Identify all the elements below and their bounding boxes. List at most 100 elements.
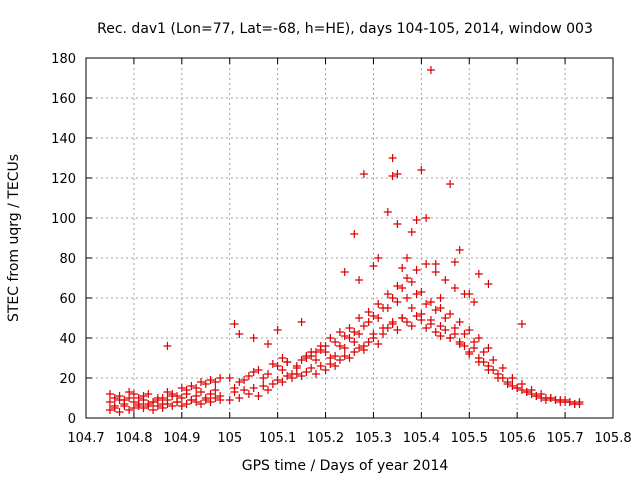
data-point-marker <box>335 342 344 350</box>
data-point-marker <box>436 322 445 330</box>
x-tick-label: 105.8 <box>594 431 631 446</box>
data-point-marker <box>120 396 129 404</box>
data-point-marker <box>283 358 292 366</box>
data-point-marker <box>153 396 162 404</box>
x-tick-labels: 104.7 104.8 104.9 105 105.1 105.2 105.3 105.4 10… <box>67 431 631 446</box>
data-point-marker <box>426 66 435 74</box>
data-point-marker <box>163 388 172 396</box>
data-point-marker <box>431 260 440 268</box>
axis-ticks <box>85 57 614 419</box>
plot-frame <box>85 57 614 419</box>
data-point-marker <box>426 316 435 324</box>
data-point-marker <box>331 352 340 360</box>
data-point-marker <box>470 338 479 346</box>
data-point-marker <box>264 340 273 348</box>
data-point-marker <box>302 352 311 360</box>
data-point-marker <box>206 376 215 384</box>
data-point-marker <box>556 396 565 404</box>
data-point-marker <box>498 364 507 372</box>
data-point-marker <box>350 348 359 356</box>
y-tick-label: 100 <box>51 212 76 227</box>
data-point-marker <box>345 354 354 362</box>
data-point-marker <box>441 314 450 322</box>
data-point-marker <box>335 328 344 336</box>
data-point-marker <box>398 264 407 272</box>
data-point-marker <box>125 406 134 414</box>
data-point-marker <box>364 338 373 346</box>
y-tick-label: 140 <box>51 132 76 147</box>
data-point-marker <box>355 330 364 338</box>
data-point-marker <box>278 354 287 362</box>
data-point-marker <box>345 334 354 342</box>
data-point-marker <box>522 388 531 396</box>
data-point-marker <box>402 274 411 282</box>
data-point-marker <box>465 290 474 298</box>
data-point-marker <box>422 300 431 308</box>
x-tick-label: 104.8 <box>115 431 152 446</box>
data-point-marker <box>240 386 249 394</box>
data-point-marker <box>192 384 201 392</box>
data-point-marker <box>393 282 402 290</box>
data-point-marker <box>388 318 397 326</box>
data-point-marker <box>292 362 301 370</box>
data-point-marker <box>196 388 205 396</box>
data-point-marker <box>283 372 292 380</box>
data-point-marker <box>374 340 383 348</box>
data-point-marker <box>388 172 397 180</box>
y-tick-label: 80 <box>59 252 76 267</box>
data-point-marker <box>431 306 440 314</box>
data-point-marker <box>177 402 186 410</box>
data-point-marker <box>235 378 244 386</box>
data-point-marker <box>187 382 196 390</box>
data-point-marker <box>240 376 249 384</box>
x-axis-label: GPS time / Days of year 2014 <box>242 458 449 474</box>
data-point-marker <box>422 214 431 222</box>
y-tick-label: 180 <box>51 52 76 67</box>
data-point-marker <box>422 260 431 268</box>
data-point-marker <box>149 406 158 414</box>
data-point-marker <box>144 390 153 398</box>
data-point-marker <box>503 380 512 388</box>
grid-lines <box>86 58 613 418</box>
data-point-marker <box>321 366 330 374</box>
data-point-marker <box>364 318 373 326</box>
data-point-marker <box>196 400 205 408</box>
data-point-marker <box>307 364 316 372</box>
data-point-marker <box>187 396 196 404</box>
y-tick-label: 0 <box>68 412 76 427</box>
data-point-marker <box>465 326 474 334</box>
data-point-marker <box>105 398 114 406</box>
data-point-marker <box>412 290 421 298</box>
data-point-marker <box>129 404 138 412</box>
data-point-marker <box>211 378 220 386</box>
data-point-marker <box>249 368 258 376</box>
data-point-marker <box>331 362 340 370</box>
data-point-marker <box>125 388 134 396</box>
data-point-marker <box>201 396 210 404</box>
data-point-marker <box>369 262 378 270</box>
data-point-marker <box>532 392 541 400</box>
chart-title: Rec. dav1 (Lon=77, Lat=-68, h=HE), days … <box>97 21 593 37</box>
data-point-marker <box>398 284 407 292</box>
data-point-marker <box>402 294 411 302</box>
data-point-marker <box>465 350 474 358</box>
data-point-marker <box>484 366 493 374</box>
data-point-marker <box>527 386 536 394</box>
data-point-marker <box>350 328 359 336</box>
data-point-marker <box>110 404 119 412</box>
data-point-marker <box>446 180 455 188</box>
data-point-marker <box>216 396 225 404</box>
data-point-marker <box>149 398 158 406</box>
data-point-marker <box>455 340 464 348</box>
data-point-marker <box>441 326 450 334</box>
data-point-marker <box>316 362 325 370</box>
data-point-marker <box>446 310 455 318</box>
data-point-marker <box>412 216 421 224</box>
data-point-marker <box>144 402 153 410</box>
data-point-marker <box>297 318 306 326</box>
data-point-marker <box>264 386 273 394</box>
data-point-marker <box>225 374 234 382</box>
data-point-marker <box>163 342 172 350</box>
data-point-marker <box>115 392 124 400</box>
